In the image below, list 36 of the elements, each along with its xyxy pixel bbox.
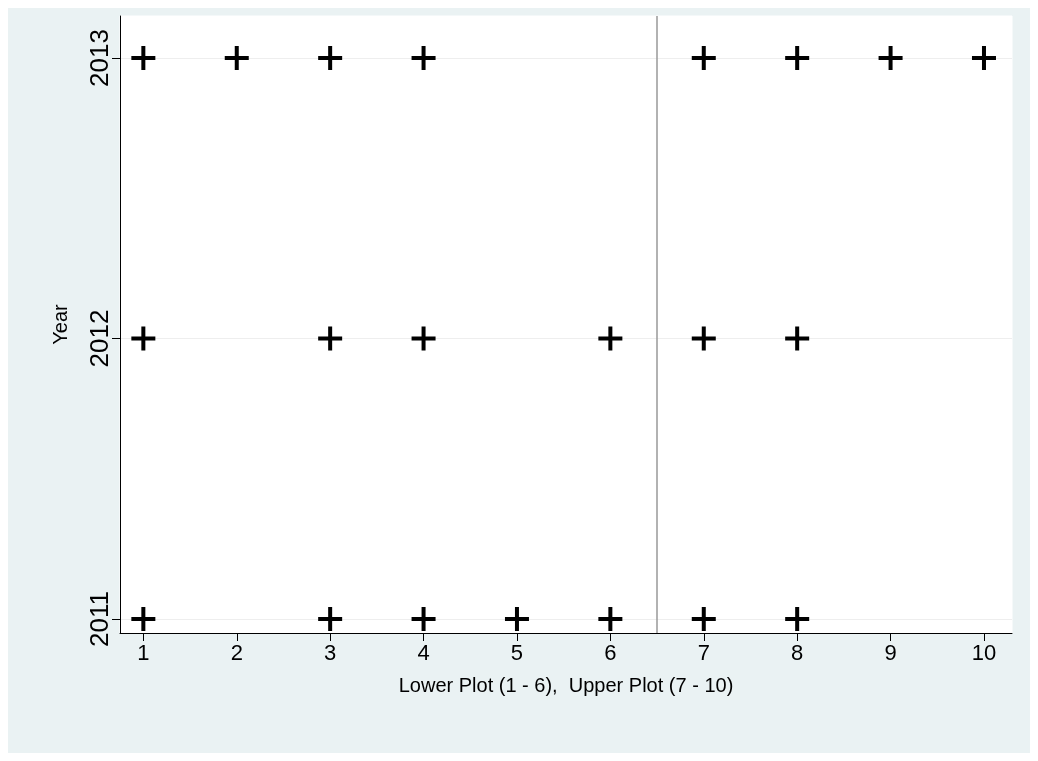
- x-tick-label: 3: [324, 639, 337, 665]
- y-tick-label: 2013: [84, 29, 114, 87]
- x-tick-label: 8: [791, 639, 804, 665]
- point: [785, 606, 810, 631]
- point: [411, 46, 436, 71]
- point: [878, 46, 903, 71]
- x-tick-label: 6: [604, 639, 617, 665]
- x-tick-label: 4: [417, 639, 430, 665]
- point: [785, 46, 810, 71]
- x-tick-label: 7: [697, 639, 710, 665]
- point: [691, 606, 716, 631]
- point: [318, 46, 343, 71]
- y-tick-label: 2012: [84, 309, 114, 368]
- point: [504, 606, 529, 631]
- point: [131, 46, 156, 71]
- point: [411, 606, 436, 631]
- point: [131, 326, 156, 351]
- y-axis-title: Year: [49, 303, 71, 345]
- point: [598, 606, 623, 631]
- point: [691, 326, 716, 351]
- x-tick-label: 9: [884, 639, 897, 665]
- y-tick-label: 2011: [84, 591, 114, 647]
- x-tick-label: 5: [510, 639, 524, 665]
- point: [971, 46, 996, 71]
- x-tick-label: 1: [137, 639, 150, 665]
- point: [131, 606, 156, 631]
- point: [318, 606, 343, 631]
- point: [318, 326, 343, 351]
- point: [598, 326, 623, 351]
- point: [785, 326, 810, 351]
- x-tick-label: 2: [230, 639, 243, 665]
- x-axis-title: Lower Plot (1 - 6), Upper Plot (7 - 10): [398, 674, 734, 696]
- point: [224, 46, 249, 71]
- x-tick-label: 10: [971, 639, 997, 665]
- point: [411, 326, 436, 351]
- point: [691, 46, 716, 71]
